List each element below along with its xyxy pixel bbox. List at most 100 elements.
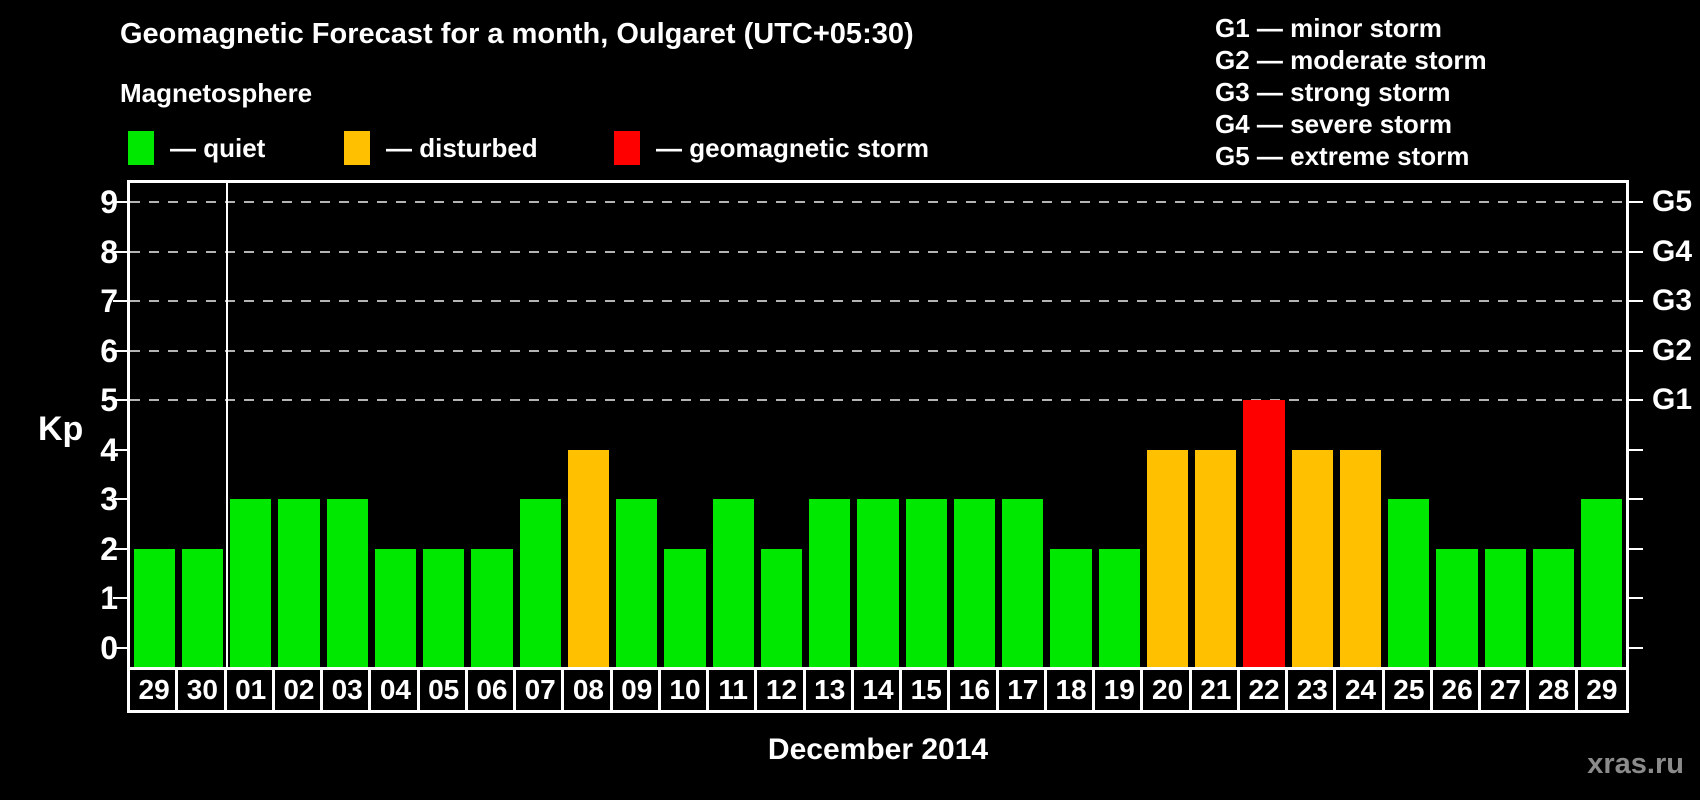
legend-label: — geomagnetic storm bbox=[656, 132, 930, 163]
day-label-18: 18 bbox=[1043, 667, 1096, 713]
g-legend-row: G1 — minor storm bbox=[1215, 13, 1442, 43]
y-axis-tick-right bbox=[1629, 448, 1643, 451]
y-axis-label-5: 5 bbox=[100, 382, 118, 418]
kp-bar-day-05 bbox=[423, 548, 465, 667]
kp-bar-day-29 bbox=[1581, 499, 1623, 667]
gridline-kp5 bbox=[130, 399, 1626, 401]
y-axis-label-4: 4 bbox=[100, 431, 118, 468]
kp-bar-day-16 bbox=[953, 499, 996, 667]
y-axis-label-8: 8 bbox=[100, 233, 118, 270]
day-label-20: 20 bbox=[1140, 667, 1192, 713]
legend-item-disturbed: — disturbed bbox=[344, 130, 538, 166]
y-axis-tick-left bbox=[113, 498, 127, 500]
kp-bar-day-22 bbox=[1243, 400, 1285, 667]
kp-bar-day-25 bbox=[1388, 499, 1430, 667]
kp-bar-day-28 bbox=[1532, 548, 1575, 667]
day-label-16: 16 bbox=[947, 667, 999, 713]
quiet-color-swatch bbox=[128, 131, 154, 165]
day-label-04: 04 bbox=[368, 667, 420, 713]
kp-bar-day-15 bbox=[905, 499, 947, 667]
g-axis-label-G5: G5 bbox=[1652, 185, 1693, 218]
day-label-08: 08 bbox=[561, 667, 613, 713]
day-label-07: 07 bbox=[513, 667, 565, 713]
y-axis-label-9: 9 bbox=[100, 184, 118, 220]
kp-bar-day-29 bbox=[133, 548, 175, 667]
y-axis-tick-left bbox=[113, 349, 127, 352]
day-label-13: 13 bbox=[802, 667, 854, 713]
day-label-23: 23 bbox=[1285, 667, 1337, 713]
day-label-24: 24 bbox=[1333, 667, 1385, 713]
y-axis-label-3: 3 bbox=[100, 481, 118, 517]
kp-bar-day-17 bbox=[1002, 499, 1044, 667]
kp-bar-day-23 bbox=[1291, 449, 1333, 667]
day-label-26: 26 bbox=[1429, 667, 1482, 713]
kp-bar-day-14 bbox=[857, 499, 899, 667]
kp-bar-day-01 bbox=[230, 499, 272, 667]
y-axis-tick-left bbox=[113, 547, 127, 550]
y-axis-tick-right bbox=[1629, 597, 1643, 599]
y-axis-tick-right bbox=[1629, 250, 1643, 253]
day-label-14: 14 bbox=[850, 667, 903, 713]
day-label-02: 02 bbox=[271, 667, 324, 713]
kp-bar-day-08 bbox=[567, 449, 610, 667]
day-label-11: 11 bbox=[706, 667, 758, 713]
gridline-kp9 bbox=[130, 201, 1626, 203]
day-label-27: 27 bbox=[1478, 667, 1530, 713]
day-label-03: 03 bbox=[320, 667, 372, 713]
day-label-21: 21 bbox=[1188, 667, 1240, 713]
y-axis-tick-right bbox=[1629, 498, 1643, 500]
y-axis-tick-right bbox=[1629, 547, 1643, 550]
kp-bar-day-18 bbox=[1050, 548, 1092, 667]
kp-bar-day-11 bbox=[712, 499, 754, 667]
day-label-06: 06 bbox=[464, 667, 517, 713]
y-axis-tick-left bbox=[113, 448, 127, 451]
kp-bar-day-26 bbox=[1436, 548, 1478, 667]
day-label-10: 10 bbox=[657, 667, 710, 713]
y-axis-tick-right bbox=[1629, 646, 1643, 649]
kp-bar-day-09 bbox=[616, 499, 658, 667]
g-scale-legend: G1 — minor storm G2 — moderate storm G3 … bbox=[1215, 12, 1487, 172]
gridline-kp6 bbox=[130, 349, 1626, 352]
kp-bar-day-12 bbox=[760, 548, 803, 667]
y-axis-title: Kp bbox=[38, 410, 84, 448]
y-axis-tick-left bbox=[113, 300, 127, 302]
g-legend-row: G3 — strong storm bbox=[1215, 77, 1451, 107]
y-axis-tick-right bbox=[1629, 399, 1643, 401]
gridline-kp8 bbox=[130, 250, 1626, 253]
y-axis-tick-left bbox=[113, 201, 127, 203]
g-axis-label-G3: G3 bbox=[1652, 284, 1693, 317]
kp-bar-day-06 bbox=[471, 548, 513, 667]
g-axis-label-G4: G4 bbox=[1652, 234, 1693, 268]
kp-bar-day-02 bbox=[278, 499, 320, 667]
kp-bar-day-04 bbox=[374, 548, 417, 667]
storm-color-swatch bbox=[614, 131, 640, 165]
y-axis-tick-left bbox=[113, 646, 127, 649]
day-label-22: 22 bbox=[1236, 667, 1289, 713]
gridline-kp7 bbox=[130, 300, 1626, 302]
day-label-09: 09 bbox=[609, 667, 661, 713]
day-label-01: 01 bbox=[223, 667, 275, 713]
chart-subtitle: Magnetosphere bbox=[120, 78, 313, 108]
day-label-12: 12 bbox=[754, 667, 806, 713]
day-label-29: 29 bbox=[1574, 667, 1629, 713]
legend-label: — disturbed bbox=[386, 132, 538, 163]
kp-bar-day-03 bbox=[326, 499, 368, 667]
x-axis-title: December 2014 bbox=[767, 733, 989, 766]
plot-area bbox=[127, 180, 1629, 667]
day-label-15: 15 bbox=[899, 667, 951, 713]
y-axis-tick-right bbox=[1629, 349, 1643, 352]
y-axis-label-7: 7 bbox=[100, 283, 118, 319]
g-axis-label-G2: G2 bbox=[1652, 333, 1693, 367]
y-axis-label-2: 2 bbox=[100, 530, 118, 567]
y-axis-label-6: 6 bbox=[100, 332, 118, 369]
y-axis-tick-left bbox=[113, 250, 127, 253]
legend-item-quiet: — quiet bbox=[128, 130, 265, 166]
kp-bar-day-10 bbox=[664, 548, 706, 667]
y-axis-tick-left bbox=[113, 597, 127, 599]
kp-bar-day-20 bbox=[1146, 449, 1189, 667]
kp-bar-day-21 bbox=[1195, 449, 1237, 667]
y-axis-tick-left bbox=[113, 399, 127, 401]
y-axis-label-1: 1 bbox=[100, 580, 118, 616]
y-axis-tick-right bbox=[1629, 300, 1643, 302]
